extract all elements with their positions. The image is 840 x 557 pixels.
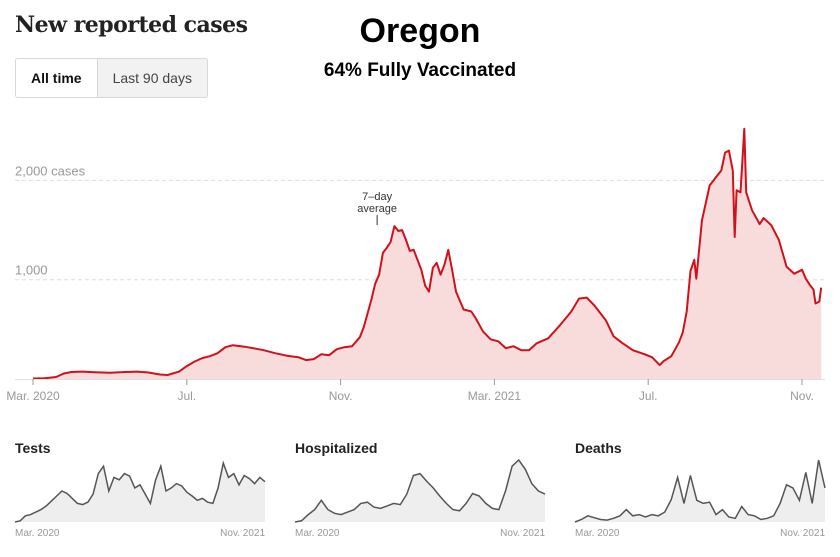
toggle-all-time[interactable]: All time [16,59,98,97]
x-end-label: Nov. 2021 [500,528,545,539]
toggle-last-90-days[interactable]: Last 90 days [97,59,207,97]
x-start-label: Mar. 2020 [295,528,340,539]
x-start-label: Mar. 2020 [575,528,620,539]
vaccination-rate: 64% Fully Vaccinated [323,60,517,81]
deaths-area [575,460,825,522]
x-tick-label: Mar. 2020 [6,389,60,403]
cases-line [32,127,823,380]
state-name: Oregon [359,12,481,50]
x-start-label: Mar. 2020 [15,528,60,539]
annotation-label: 7–day [362,191,392,203]
y-tick-label: 1,000 [15,263,48,278]
deaths-chart: Mar. 2020 Nov. 2021 [574,459,826,539]
deaths-line [574,459,826,523]
deaths-title: Deaths [575,440,622,456]
x-tick-label: Nov. [790,389,814,403]
hospitalized-line [294,458,546,523]
y-tick-label: 2,000 cases [15,163,86,178]
x-tick-label: Jul. [177,389,196,403]
tests-chart: Mar. 2020 Nov. 2021 [14,460,266,539]
tests-line [14,460,266,523]
annotation-label: average [357,203,397,215]
page-title: New reported cases [15,12,248,38]
x-tick-label: Nov. [329,389,353,403]
x-tick-label: Jul. [639,389,658,403]
x-end-label: Nov. 2021 [780,528,825,539]
tests-title: Tests [15,440,51,456]
x-end-label: Nov. 2021 [220,528,265,539]
tests-area [15,463,265,522]
cases-area [33,128,822,379]
hospitalized-chart: Mar. 2020 Nov. 2021 [294,458,546,539]
hospitalized-area [295,460,545,522]
x-axis: Mar. 2020 Jul. Nov. Mar. 2021 Jul. Nov. [6,379,825,403]
x-tick-label: Mar. 2021 [468,389,522,403]
hospitalized-title: Hospitalized [295,440,378,456]
time-range-toggle: All time Last 90 days [15,58,208,98]
